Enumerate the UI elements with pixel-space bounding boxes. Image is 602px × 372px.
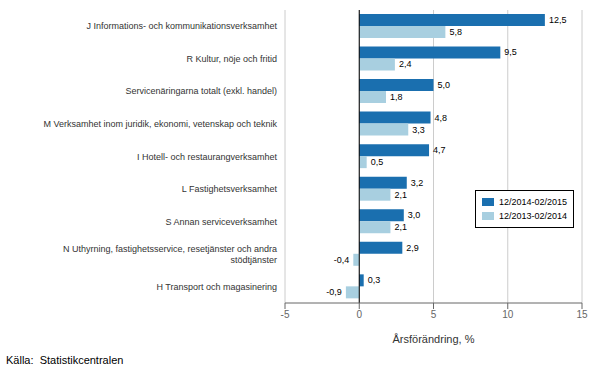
svg-text:S Annan serviceverksamhet: S Annan serviceverksamhet [165, 217, 277, 227]
svg-text:-5: -5 [281, 309, 290, 320]
svg-text:2,1: 2,1 [394, 190, 407, 200]
svg-text:1,8: 1,8 [390, 92, 403, 102]
svg-text:5,0: 5,0 [438, 80, 451, 90]
svg-text:3,3: 3,3 [412, 125, 425, 135]
svg-text:2,9: 2,9 [406, 243, 419, 253]
svg-text:4,7: 4,7 [433, 145, 446, 155]
svg-text:0,5: 0,5 [371, 157, 384, 167]
svg-text:0: 0 [356, 309, 362, 320]
html-text:12/2013-02/2014: 12/2013-02/2014 [498, 211, 567, 222]
svg-text:2,4: 2,4 [399, 59, 412, 69]
svg-text:I Hotell- och restaurangverksa: I Hotell- och restaurangverksamhet [137, 152, 278, 162]
svg-text:L Fastighetsverksamhet: L Fastighetsverksamhet [182, 184, 278, 194]
svg-text:H Transport och magasinering: H Transport och magasinering [156, 282, 277, 292]
svg-text:9,5: 9,5 [504, 47, 517, 57]
svg-text:5: 5 [431, 309, 437, 320]
html-text:Källa: Statistikcentralen: Källa: Statistikcentralen [6, 354, 124, 366]
svg-text:15: 15 [576, 309, 588, 320]
html-text:12/2014-02/2015: 12/2014-02/2015 [498, 197, 567, 208]
svg-text:12,5: 12,5 [549, 15, 567, 25]
svg-text:J Informations- och kommunikat: J Informations- och kommunikationsverksa… [86, 21, 277, 31]
svg-text:R Kultur, nöje och fritid: R Kultur, nöje och fritid [186, 54, 277, 64]
svg-text:5,8: 5,8 [449, 27, 462, 37]
svg-text:-0,4: -0,4 [334, 255, 350, 265]
svg-text:3,2: 3,2 [411, 178, 424, 188]
svg-text:4,8: 4,8 [435, 113, 448, 123]
svg-text:2,1: 2,1 [394, 222, 407, 232]
svg-text:-0,9: -0,9 [326, 287, 342, 297]
svg-text:N Uthyrning, fastighetsservice: N Uthyrning, fastighetsservice, resetjän… [63, 244, 277, 265]
svg-text:Årsförändring, %: Årsförändring, % [393, 333, 475, 345]
svg-text:M Verksamhet inom juridik, eko: M Verksamhet inom juridik, ekonomi, vete… [43, 119, 277, 129]
svg-text:0,3: 0,3 [368, 275, 381, 285]
svg-text:3,0: 3,0 [408, 210, 421, 220]
svg-text:Servicenäringarna totalt (exkl: Servicenäringarna totalt (exkl. handel) [125, 86, 277, 96]
svg-text:10: 10 [502, 309, 514, 320]
